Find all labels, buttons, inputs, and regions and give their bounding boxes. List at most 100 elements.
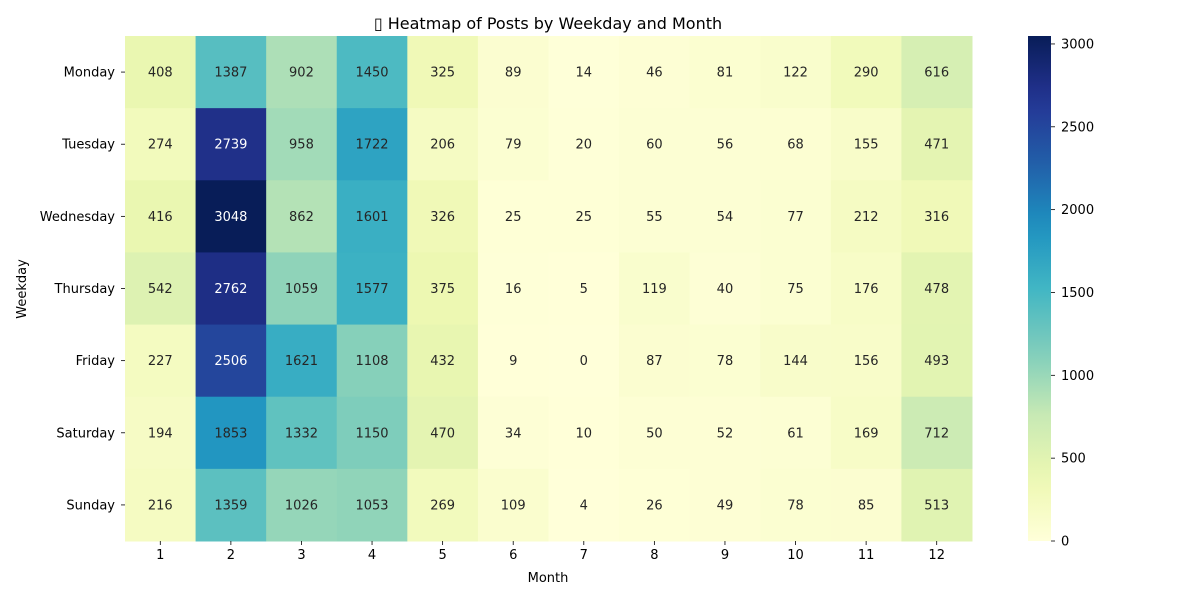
cell-value-label: 2506	[214, 354, 247, 369]
y-tick-label: Saturday	[56, 426, 115, 441]
heatmap-cell	[407, 108, 479, 181]
heatmap-cell	[689, 36, 761, 109]
cell-value-label: 56	[717, 138, 734, 153]
cell-value-label: 78	[787, 498, 804, 513]
cell-value-label: 375	[430, 282, 455, 297]
heatmap-cell	[266, 252, 338, 326]
y-axis: Monday Tuesday Wednesday Thursday Friday Satu…	[40, 66, 125, 513]
cell-value-label: 1450	[355, 66, 388, 81]
heatmap-cell	[619, 108, 691, 181]
cell-value-label: 316	[924, 210, 949, 225]
cell-value-label: 206	[430, 138, 455, 153]
heatmap-cells	[125, 36, 973, 542]
heatmap-cell	[689, 396, 761, 470]
colorbar-tick-label: 3000	[1061, 37, 1094, 52]
heatmap-cell	[477, 468, 549, 542]
heatmap-cell	[125, 180, 197, 253]
cell-value-label: 14	[576, 66, 593, 81]
heatmap-cell	[336, 36, 408, 109]
x-tick-label: 11	[858, 548, 875, 563]
cell-value-label: 119	[642, 282, 667, 297]
heatmap-cell	[195, 36, 267, 109]
cell-value-label: 61	[787, 426, 804, 441]
heatmap-cell	[266, 180, 338, 253]
cell-value-label: 5	[580, 282, 588, 297]
cell-value-label: 9	[509, 354, 517, 369]
heatmap-cell	[901, 468, 973, 542]
heatmap-cell	[195, 396, 267, 470]
heatmap-cell	[830, 324, 902, 398]
y-axis-label: Weekday	[15, 259, 30, 319]
cell-value-label: 1387	[214, 66, 247, 81]
heatmap-cell	[125, 468, 197, 542]
cell-value-label: 169	[854, 426, 879, 441]
heatmap-cell	[336, 180, 408, 253]
cell-value-label: 1359	[214, 498, 247, 513]
cell-value-label: 269	[430, 498, 455, 513]
y-tick-label: Monday	[64, 66, 116, 81]
heatmap-cell	[760, 468, 832, 542]
cell-value-label: 155	[854, 138, 879, 153]
y-tick-label: Friday	[76, 354, 116, 369]
y-tick-label: Thursday	[54, 282, 116, 297]
heatmap-cell	[689, 324, 761, 398]
heatmap-cell	[619, 324, 691, 398]
cell-value-label: 109	[501, 498, 526, 513]
cell-value-label: 326	[430, 210, 455, 225]
cell-value-label: 1722	[355, 138, 388, 153]
heatmap-cell	[760, 36, 832, 109]
cell-value-label: 1332	[285, 426, 318, 441]
heatmap-cell	[336, 108, 408, 181]
heatmap-cell	[477, 36, 549, 109]
heatmap-cell	[901, 396, 973, 470]
heatmap-cell	[548, 468, 620, 542]
heatmap-cell	[266, 324, 338, 398]
cell-value-label: 408	[148, 66, 173, 81]
x-tick-label: 4	[368, 548, 376, 563]
cell-value-label: 50	[646, 426, 663, 441]
cell-value-label: 1150	[355, 426, 388, 441]
cell-value-label: 10	[576, 426, 593, 441]
heatmap-cell	[548, 180, 620, 253]
heatmap-cell	[619, 396, 691, 470]
cell-value-label: 54	[717, 210, 734, 225]
x-tick-label: 6	[509, 548, 517, 563]
heatmap-cell	[407, 252, 479, 326]
x-axis-label: Month	[528, 571, 569, 586]
cell-value-label: 81	[717, 66, 734, 81]
cell-value-label: 712	[924, 426, 949, 441]
heatmap-cell	[901, 108, 973, 181]
cell-value-label: 75	[787, 282, 804, 297]
cell-value-label: 862	[289, 210, 314, 225]
cell-value-label: 432	[430, 354, 455, 369]
cell-value-label: 1601	[355, 210, 388, 225]
cell-value-label: 68	[787, 138, 804, 153]
cell-value-label: 52	[717, 426, 734, 441]
cell-value-label: 55	[646, 210, 663, 225]
colorbar-tick-label: 2000	[1061, 203, 1094, 218]
x-tick-label: 3	[297, 548, 305, 563]
heatmap-cell	[760, 108, 832, 181]
cell-value-label: 79	[505, 138, 522, 153]
cell-value-label: 325	[430, 66, 455, 81]
heatmap-cell	[477, 324, 549, 398]
heatmap-cell	[689, 108, 761, 181]
cell-value-label: 513	[924, 498, 949, 513]
heatmap-cell	[266, 396, 338, 470]
heatmap-cell	[407, 180, 479, 253]
cell-value-label: 493	[924, 354, 949, 369]
cell-value-label: 4	[580, 498, 588, 513]
heatmap-cell	[195, 180, 267, 253]
cell-value-label: 212	[854, 210, 879, 225]
heatmap-cell	[548, 36, 620, 109]
cell-value-label: 176	[854, 282, 879, 297]
chart-title: ▯ Heatmap of Posts by Weekday and Month	[374, 14, 722, 33]
cell-value-label: 0	[580, 354, 588, 369]
cell-value-label: 2762	[214, 282, 247, 297]
colorbar-tick-label: 0	[1061, 535, 1069, 550]
heatmap-cell	[760, 252, 832, 326]
cell-value-label: 25	[505, 210, 522, 225]
x-axis: 1 2 3 4 5 6 7 8 9 10 11 12	[156, 541, 945, 563]
heatmap-cell	[195, 252, 267, 326]
cell-value-label: 26	[646, 498, 663, 513]
